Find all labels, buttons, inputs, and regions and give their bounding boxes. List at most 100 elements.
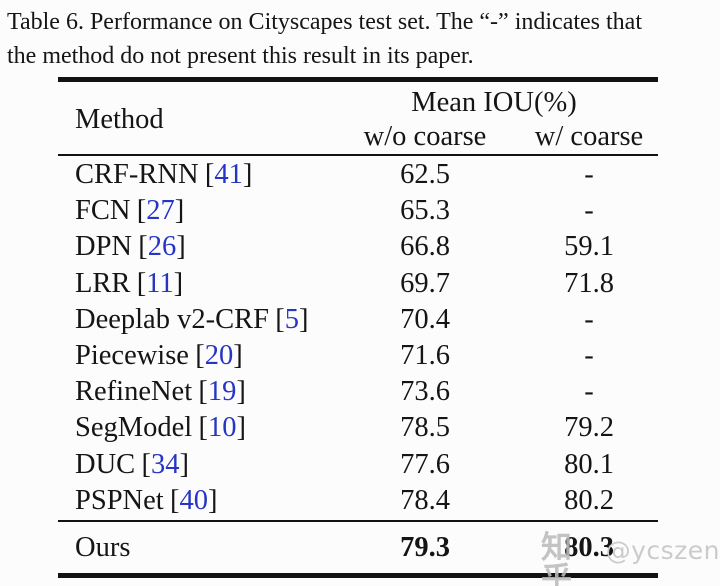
w-coarse-value: 59.1	[564, 231, 614, 263]
citation-number[interactable]: 27	[146, 195, 175, 227]
w-coarse-value: 71.8	[564, 267, 614, 299]
w-coarse-value: 79.2	[564, 412, 614, 444]
citation-number[interactable]: 5	[284, 303, 299, 335]
citation-bracket-open: [	[198, 412, 208, 444]
table-row: DUC [34] 77.6 80.1	[58, 447, 658, 483]
table-row: FCN [27] 65.3 -	[58, 193, 658, 229]
column-header-mean-iou: Mean IOU(%)	[411, 86, 577, 118]
caption-line-2: the method do not present this result in…	[7, 43, 474, 69]
citation-ref[interactable]: [5]	[275, 304, 308, 335]
citation-ref[interactable]: [26]	[138, 231, 186, 262]
bottom-rule	[58, 573, 658, 578]
citation-bracket-open: [	[195, 340, 205, 372]
citation-number[interactable]: 26	[147, 231, 177, 263]
method-cell: SegModel [10]	[58, 412, 330, 444]
citation-bracket-open: [	[204, 159, 215, 191]
method-cell: RefineNet [19]	[58, 376, 330, 408]
summary-row-container: Ours 79.3 80.3	[58, 522, 658, 573]
top-rule	[58, 77, 658, 82]
table-row: Ours 79.3 80.3	[58, 523, 658, 572]
method-name: RefineNet	[75, 376, 193, 408]
citation-number[interactable]: 20	[204, 340, 234, 372]
citation-ref[interactable]: [11]	[137, 268, 183, 299]
citation-ref[interactable]: [10]	[198, 412, 246, 443]
method-cell: CRF-RNN [41]	[58, 159, 330, 191]
results-table: Method Mean IOU(%) w/o coarse w/ coarse …	[58, 77, 658, 578]
wo-coarse-value: 78.5	[400, 412, 450, 444]
wo-coarse-value: 69.7	[400, 267, 450, 299]
method-name: CRF-RNN	[75, 159, 199, 191]
wo-coarse-value: 66.8	[400, 231, 450, 263]
citation-number[interactable]: 34	[150, 448, 180, 480]
citation-ref[interactable]: [34]	[141, 449, 189, 480]
w-coarse-value: 80.3	[564, 531, 614, 563]
method-cell: DUC [34]	[58, 449, 330, 481]
w-coarse-value: -	[584, 195, 594, 227]
citation-bracket-close: ]	[298, 303, 309, 335]
table-row: SegModel [10] 78.5 79.2	[58, 410, 658, 446]
method-cell: PSPNet [40]	[58, 485, 330, 517]
table-row: Piecewise [20] 71.6 -	[58, 338, 658, 374]
citation-number[interactable]: 40	[179, 484, 208, 516]
table-row: PSPNet [40] 78.4 80.2	[58, 483, 658, 519]
wo-coarse-value: 71.6	[400, 340, 450, 372]
method-name: SegModel	[75, 412, 193, 444]
citation-ref[interactable]: [41]	[205, 159, 253, 190]
caption-line-1: Table 6. Performance on Cityscapes test …	[7, 9, 642, 35]
method-name: Ours	[75, 531, 131, 563]
citation-bracket-close: ]	[242, 159, 253, 191]
wo-coarse-value: 79.3	[400, 531, 450, 563]
citation-number[interactable]: 19	[207, 376, 237, 408]
table-row: CRF-RNN [41] 62.5 -	[58, 157, 658, 193]
table-caption: Table 6. Performance on Cityscapes test …	[7, 5, 642, 73]
wo-coarse-value: 77.6	[400, 448, 450, 480]
citation-bracket-close: ]	[179, 448, 189, 480]
citation-number[interactable]: 11	[146, 267, 174, 299]
citation-bracket-open: [	[138, 231, 148, 263]
method-cell: Ours	[58, 532, 330, 564]
citation-bracket-open: [	[141, 448, 151, 480]
column-header-w-coarse: w/ coarse	[534, 120, 644, 152]
table-body: CRF-RNN [41] 62.5 - FCN [27] 65.3 - DPN [26…	[58, 156, 658, 520]
citation-bracket-close: ]	[176, 231, 186, 263]
w-coarse-value: 80.1	[564, 448, 614, 480]
citation-bracket-close: ]	[173, 267, 184, 299]
citation-bracket-close: ]	[236, 412, 246, 444]
method-cell: Piecewise [20]	[58, 340, 330, 372]
method-name: PSPNet	[75, 484, 164, 516]
table-header: Method Mean IOU(%) w/o coarse w/ coarse	[58, 82, 658, 154]
citation-bracket-open: [	[198, 376, 208, 408]
table-row: DPN [26] 66.8 59.1	[58, 229, 658, 265]
column-header-wo-coarse: w/o coarse	[363, 120, 487, 152]
method-cell: FCN [27]	[58, 195, 330, 227]
citation-number[interactable]: 10	[207, 412, 237, 444]
citation-bracket-open: [	[275, 303, 285, 335]
citation-bracket-close: ]	[236, 376, 246, 408]
citation-ref[interactable]: [40]	[170, 485, 218, 516]
citation-bracket-open: [	[136, 195, 147, 227]
citation-ref[interactable]: [19]	[198, 376, 246, 407]
method-name: DUC	[75, 448, 136, 480]
method-cell: LRR [11]	[58, 268, 330, 300]
wo-coarse-value: 70.4	[400, 303, 450, 335]
citation-bracket-close: ]	[174, 195, 185, 227]
citation-bracket-open: [	[169, 484, 180, 516]
method-cell: Deeplab v2-CRF [5]	[58, 304, 330, 336]
citation-bracket-open: [	[136, 267, 147, 299]
method-name: LRR	[75, 267, 131, 299]
citation-ref[interactable]: [20]	[195, 340, 243, 371]
column-header-method: Method	[75, 103, 164, 135]
citation-bracket-close: ]	[207, 484, 218, 516]
wo-coarse-value: 78.4	[400, 484, 450, 516]
w-coarse-value: -	[584, 159, 594, 191]
method-name: Deeplab v2-CRF	[75, 303, 269, 335]
citation-ref[interactable]: [27]	[137, 195, 185, 226]
method-name: FCN	[75, 195, 131, 227]
wo-coarse-value: 62.5	[400, 159, 450, 191]
header-rule	[58, 153, 658, 156]
citation-bracket-close: ]	[233, 340, 243, 372]
method-name: Piecewise	[75, 340, 189, 372]
w-coarse-value: -	[584, 340, 594, 372]
citation-number[interactable]: 41	[214, 159, 243, 191]
table-row: LRR [11] 69.7 71.8	[58, 266, 658, 302]
